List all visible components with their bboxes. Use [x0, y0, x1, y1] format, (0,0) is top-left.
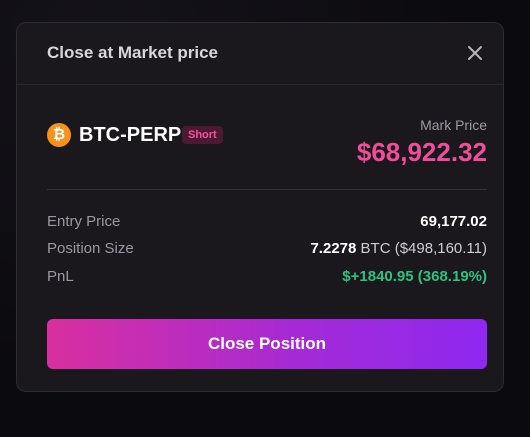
pnl-row: PnL $+1840.95 (368.19%) — [47, 268, 487, 288]
modal-header: Close at Market price — [17, 23, 503, 85]
divider — [47, 189, 487, 190]
mark-price-value: $68,922.32 — [356, 137, 487, 167]
position-size-unit: BTC ($498,160.11) — [360, 240, 487, 257]
position-size-amount: 7.2278 — [310, 240, 357, 257]
mark-price-label: Mark Price — [420, 117, 487, 133]
modal-title: Close at Market price — [47, 43, 219, 62]
entry-price-label: Entry Price — [47, 213, 121, 230]
market-symbol: BTC-PERP — [79, 124, 182, 146]
pnl-value: $+1840.95 (368.19%) — [342, 268, 487, 285]
pnl-label: PnL — [47, 268, 74, 285]
bitcoin-icon: ₿ — [47, 123, 71, 147]
entry-price-row: Entry Price 69,177.02 — [47, 213, 487, 233]
close-position-button[interactable]: Close Position — [47, 319, 487, 369]
position-size-value: 7.2278 BTC ($498,160.11) — [310, 240, 487, 257]
close-position-modal: Close at Market price ₿ BTC-PERP Short M… — [16, 22, 504, 392]
entry-price-value: 69,177.02 — [420, 213, 487, 230]
close-icon[interactable] — [465, 43, 485, 63]
market-summary: ₿ BTC-PERP Short Mark Price $68,922.32 — [47, 115, 487, 175]
position-size-label: Position Size — [47, 240, 134, 257]
position-size-row: Position Size 7.2278 BTC ($498,160.11) — [47, 240, 487, 260]
side-badge: Short — [182, 126, 223, 144]
